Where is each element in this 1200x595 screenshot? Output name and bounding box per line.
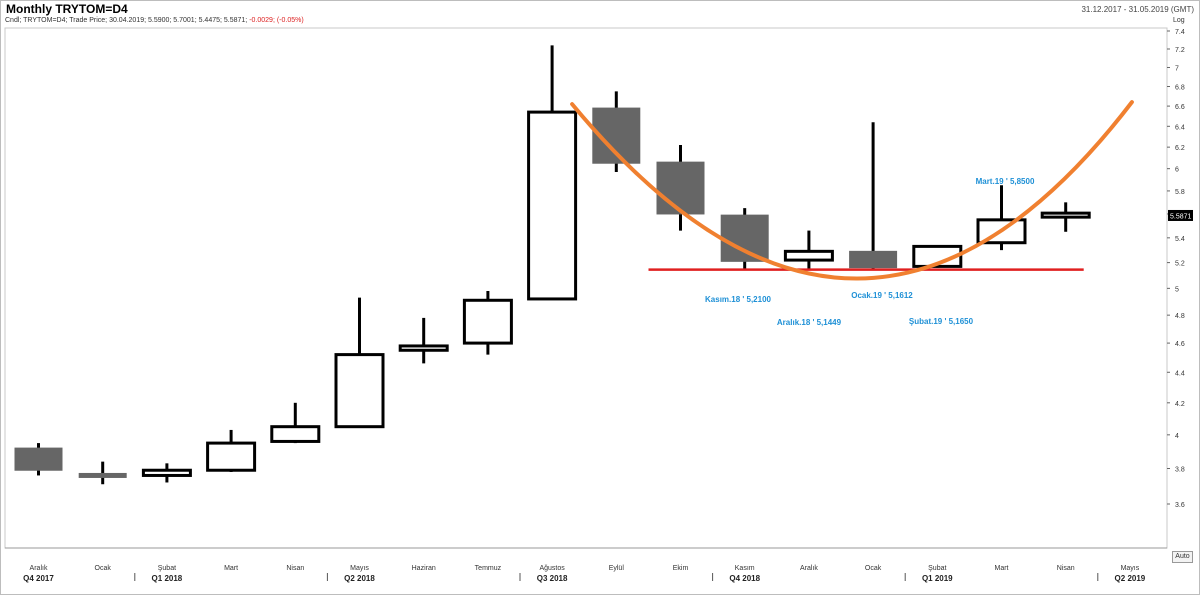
month-label: Ağustos xyxy=(539,565,565,572)
y-tick-label: 6.8 xyxy=(1175,85,1185,92)
candle-up xyxy=(398,344,449,352)
quarter-label: Q1 2018 xyxy=(152,574,183,583)
y-tick-label: 6 xyxy=(1175,167,1179,174)
month-label: Mayıs xyxy=(1121,565,1140,572)
y-tick-label: 7.2 xyxy=(1175,47,1185,54)
month-label: Ekim xyxy=(673,565,689,572)
candle-up xyxy=(334,353,385,429)
y-tick-label: 5.2 xyxy=(1175,261,1185,268)
trend-curve xyxy=(570,100,1134,281)
candle-down xyxy=(849,250,898,269)
price-legend: Cndl; TRYTOM=D4; Trade Price; 30.04.2019… xyxy=(5,17,304,24)
candle-up xyxy=(462,298,513,345)
y-tick-label: 6.4 xyxy=(1175,124,1185,131)
last-price-label: 5.5871 xyxy=(1170,213,1192,220)
candle-up xyxy=(527,110,578,301)
y-tick-label: 4.6 xyxy=(1175,341,1185,348)
candle-down xyxy=(656,161,705,215)
month-label: Temmuz xyxy=(475,565,502,572)
price-annotation: Şubat.19 ' 5,1650 xyxy=(909,317,974,326)
quarter-label: Q2 2018 xyxy=(344,574,375,583)
candle-up xyxy=(206,441,257,472)
candle-down xyxy=(720,214,769,262)
date-range: 31.12.2017 - 31.05.2019 (GMT) xyxy=(1081,5,1194,14)
candle-up xyxy=(270,425,321,443)
quarter-label: Q2 2019 xyxy=(1115,574,1146,583)
month-label: Şubat xyxy=(158,565,176,572)
month-label: Eylül xyxy=(609,565,625,572)
y-tick-label: 5 xyxy=(1175,286,1179,293)
month-label: Nisan xyxy=(286,565,304,572)
quarter-label: Q4 2018 xyxy=(729,574,760,583)
legend-change: -0.0029; (-0.05%) xyxy=(249,17,304,24)
price-annotation: Ocak.19 ' 5,1612 xyxy=(851,291,913,300)
quarter-label: Q4 2017 xyxy=(23,574,54,583)
quarter-label: Q3 2018 xyxy=(537,574,568,583)
month-label: Kasım xyxy=(735,565,755,572)
month-label: Ocak xyxy=(95,565,112,572)
y-tick-label: 5.8 xyxy=(1175,189,1185,196)
candle-down xyxy=(14,447,63,471)
chart-title: Monthly TRYTOM=D4 xyxy=(6,2,128,16)
month-label: Aralık xyxy=(800,565,818,572)
auto-scale-button[interactable]: Auto xyxy=(1172,551,1193,563)
candle-up xyxy=(1040,211,1091,219)
month-label: Mart xyxy=(995,565,1009,572)
y-tick-label: 4 xyxy=(1175,433,1179,440)
candle-up xyxy=(783,249,834,262)
y-tick-label: 6.2 xyxy=(1175,145,1185,152)
month-label: Nisan xyxy=(1057,565,1075,572)
month-label: Şubat xyxy=(928,565,946,572)
last-price-box xyxy=(1168,209,1193,221)
month-label: Mayıs xyxy=(350,565,369,572)
month-label: Mart xyxy=(224,565,238,572)
price-annotation: Kasım.18 ' 5,2100 xyxy=(705,295,772,304)
candle-up xyxy=(141,468,192,477)
y-tick-label: 5.4 xyxy=(1175,236,1185,243)
scale-type-label[interactable]: Log xyxy=(1173,17,1185,24)
y-tick-label: 7 xyxy=(1175,65,1179,72)
month-label: Haziran xyxy=(412,565,436,572)
y-tick-label: 4.2 xyxy=(1175,401,1185,408)
y-tick-label: 6.6 xyxy=(1175,104,1185,111)
quarter-label: Q1 2019 xyxy=(922,574,953,583)
y-tick-label: 4.8 xyxy=(1175,313,1185,320)
y-tick-label: 4.4 xyxy=(1175,370,1185,377)
price-annotation: Mart.19 ' 5,8500 xyxy=(976,177,1035,186)
candle-down xyxy=(78,472,127,478)
price-annotation: Aralık.18 ' 5,1449 xyxy=(777,318,842,327)
legend-values: Cndl; TRYTOM=D4; Trade Price; 30.04.2019… xyxy=(5,17,248,24)
y-tick-label: 3.8 xyxy=(1175,467,1185,474)
y-tick-label: 7.4 xyxy=(1175,29,1185,36)
month-label: Ocak xyxy=(865,565,882,572)
y-tick-label: 3.6 xyxy=(1175,502,1185,509)
candle-up xyxy=(912,244,963,268)
month-label: Aralık xyxy=(30,565,48,572)
